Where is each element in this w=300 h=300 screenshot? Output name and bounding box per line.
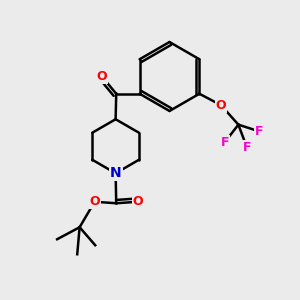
Text: F: F <box>242 141 251 154</box>
Text: O: O <box>216 99 226 112</box>
Text: F: F <box>254 125 263 138</box>
Text: F: F <box>220 136 229 148</box>
Text: N: N <box>110 166 122 180</box>
Text: O: O <box>89 195 100 208</box>
Text: O: O <box>97 70 107 83</box>
Text: O: O <box>133 195 143 208</box>
